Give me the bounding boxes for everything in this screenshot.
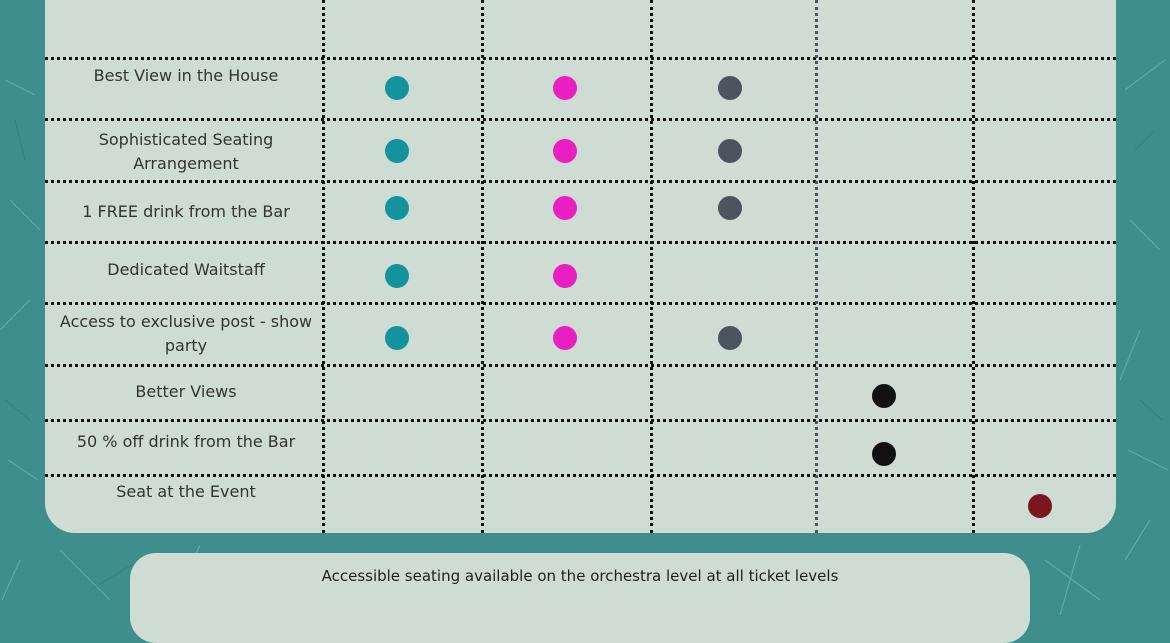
included-dot-icon	[385, 139, 409, 163]
included-dot-icon	[553, 264, 577, 288]
row-divider	[45, 118, 1116, 121]
feature-label: Seat at the Event	[116, 482, 256, 501]
row-divider	[45, 241, 1116, 244]
included-dot-icon	[385, 196, 409, 220]
row-divider	[45, 364, 1116, 367]
feature-label: Best View in the House	[93, 66, 279, 85]
feature-label: Dedicated Waitstaff	[107, 260, 265, 279]
feature-label: 50 % off drink from the Bar	[76, 432, 296, 451]
included-dot-icon	[718, 196, 742, 220]
row-divider	[45, 419, 1116, 422]
column-divider	[972, 0, 975, 533]
included-dot-icon	[718, 326, 742, 350]
row-divider	[45, 57, 1116, 60]
included-dot-icon	[553, 196, 577, 220]
accessibility-note: Accessible seating available on the orch…	[321, 567, 839, 585]
column-divider	[815, 0, 818, 533]
included-dot-icon	[553, 139, 577, 163]
column-divider	[322, 0, 325, 533]
included-dot-icon	[553, 326, 577, 350]
included-dot-icon	[1028, 494, 1052, 518]
included-dot-icon	[385, 264, 409, 288]
included-dot-icon	[718, 76, 742, 100]
feature-label: Sophisticated Seating Arrangement	[98, 130, 274, 173]
column-divider	[650, 0, 653, 533]
included-dot-icon	[385, 326, 409, 350]
row-divider	[45, 180, 1116, 183]
footer-note-panel: Accessible seating available on the orch…	[130, 553, 1030, 643]
included-dot-icon	[872, 442, 896, 466]
feature-label: 1 FREE drink from the Bar	[82, 202, 290, 221]
row-divider	[45, 474, 1116, 477]
column-divider	[481, 0, 484, 533]
included-dot-icon	[872, 384, 896, 408]
feature-label: Access to exclusive post - show party	[59, 312, 313, 355]
included-dot-icon	[385, 76, 409, 100]
included-dot-icon	[553, 76, 577, 100]
feature-label: Better Views	[135, 382, 237, 401]
ticket-table-card	[45, 0, 1116, 533]
included-dot-icon	[718, 139, 742, 163]
row-divider	[45, 302, 1116, 305]
